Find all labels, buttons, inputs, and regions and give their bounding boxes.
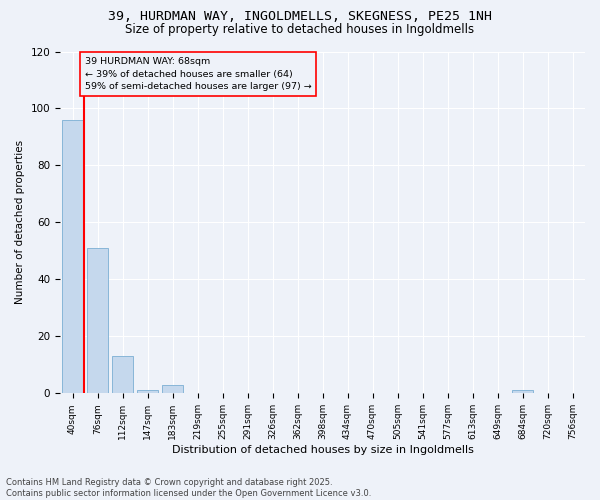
- Text: Contains HM Land Registry data © Crown copyright and database right 2025.
Contai: Contains HM Land Registry data © Crown c…: [6, 478, 371, 498]
- Bar: [112, 356, 133, 394]
- Bar: [512, 390, 533, 394]
- Text: 39, HURDMAN WAY, INGOLDMELLS, SKEGNESS, PE25 1NH: 39, HURDMAN WAY, INGOLDMELLS, SKEGNESS, …: [108, 10, 492, 23]
- Text: 39 HURDMAN WAY: 68sqm
← 39% of detached houses are smaller (64)
59% of semi-deta: 39 HURDMAN WAY: 68sqm ← 39% of detached …: [85, 57, 312, 91]
- Text: Size of property relative to detached houses in Ingoldmells: Size of property relative to detached ho…: [125, 22, 475, 36]
- X-axis label: Distribution of detached houses by size in Ingoldmells: Distribution of detached houses by size …: [172, 445, 473, 455]
- Bar: [62, 120, 83, 394]
- Bar: [162, 385, 183, 394]
- Y-axis label: Number of detached properties: Number of detached properties: [15, 140, 25, 304]
- Bar: [137, 390, 158, 394]
- Bar: [87, 248, 108, 394]
